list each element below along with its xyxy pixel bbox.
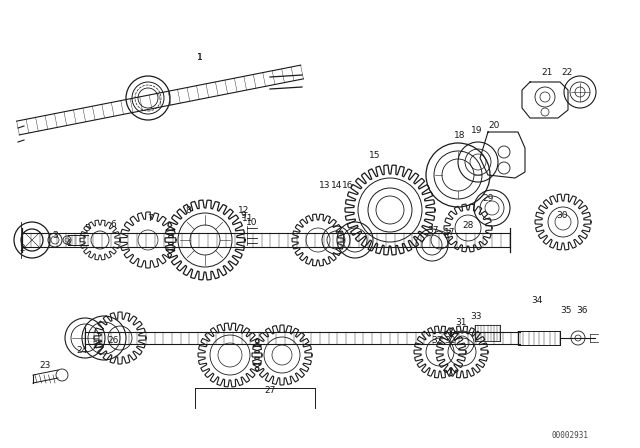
Text: 6: 6 [110, 220, 116, 228]
Text: 7: 7 [147, 214, 153, 223]
Text: 36: 36 [576, 306, 588, 314]
Text: 1: 1 [197, 52, 203, 61]
Text: 17: 17 [444, 228, 456, 237]
Text: 23: 23 [39, 361, 51, 370]
Text: 37: 37 [428, 225, 439, 234]
Text: 11: 11 [243, 214, 253, 223]
Text: 35: 35 [560, 306, 572, 314]
Text: 26: 26 [108, 336, 118, 345]
Text: 34: 34 [531, 296, 543, 305]
Text: 28: 28 [462, 220, 474, 229]
Text: 21: 21 [541, 68, 553, 77]
Text: 27: 27 [264, 385, 276, 395]
Text: 32: 32 [444, 336, 456, 345]
Text: 1: 1 [197, 52, 203, 61]
Text: 12: 12 [238, 206, 250, 215]
Text: 15: 15 [369, 151, 381, 159]
Text: 29: 29 [483, 194, 493, 202]
Text: 00002931: 00002931 [552, 431, 589, 439]
Text: 25: 25 [92, 340, 104, 349]
Text: 33: 33 [470, 311, 482, 320]
Text: 22: 22 [561, 68, 573, 77]
Text: 14: 14 [332, 181, 342, 190]
Text: 30: 30 [556, 211, 568, 220]
Text: 9: 9 [240, 211, 246, 220]
Text: 20: 20 [488, 121, 500, 129]
Text: 2: 2 [19, 244, 25, 253]
Text: 13: 13 [319, 181, 331, 190]
Text: 5: 5 [84, 224, 90, 233]
Text: 19: 19 [471, 125, 483, 134]
Text: 31: 31 [455, 318, 467, 327]
Text: 24: 24 [76, 345, 88, 354]
Text: 10: 10 [246, 217, 258, 227]
Text: 18: 18 [454, 130, 466, 139]
Text: 4: 4 [65, 238, 71, 247]
Text: 8: 8 [185, 206, 191, 215]
Text: 3: 3 [52, 231, 58, 240]
Text: 16: 16 [342, 181, 354, 190]
Text: 32: 32 [431, 336, 443, 345]
